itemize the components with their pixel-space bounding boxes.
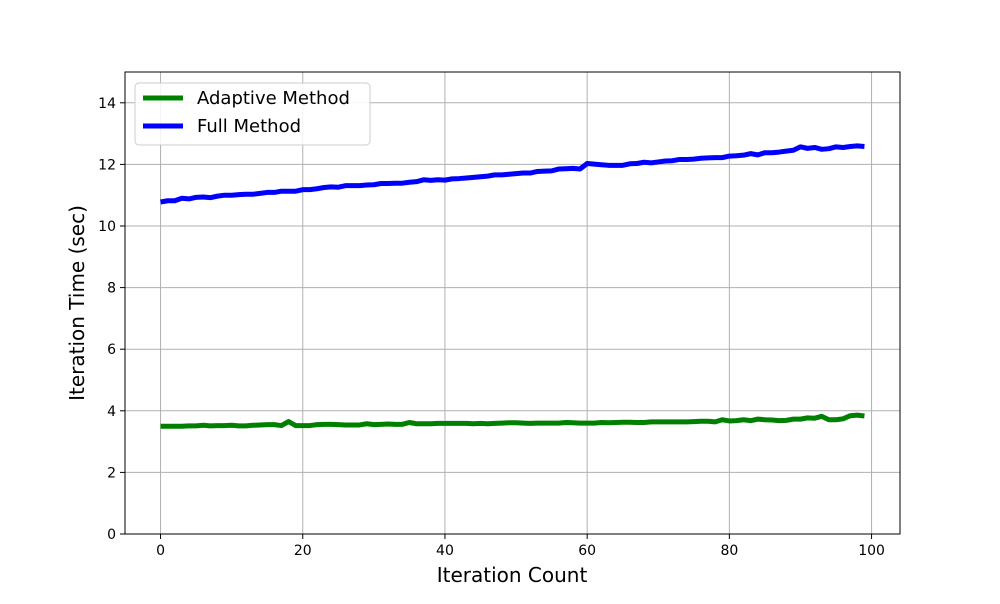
x-tick-label: 80 [720, 543, 738, 559]
legend-box [134, 82, 371, 146]
x-tick-label: 20 [294, 543, 312, 559]
y-tick-label: 10 [98, 219, 116, 235]
y-tick-label: 4 [107, 404, 116, 420]
x-tick-label: 100 [858, 543, 885, 559]
y-axis-label: Iteration Time (sec) [65, 205, 89, 401]
x-tick-label: 0 [156, 543, 165, 559]
axis-ticks: 0 20 40 60 80 100 0 2 4 6 8 10 12 14 [98, 96, 885, 559]
grid [125, 72, 900, 535]
legend-label-adaptive: Adaptive Method [197, 88, 350, 109]
y-tick-label: 14 [98, 96, 116, 112]
series-line-full-method [160, 143, 865, 205]
x-tick-label: 60 [578, 543, 596, 559]
x-axis-label: Iteration Count [437, 563, 588, 587]
x-tick-label: 40 [436, 543, 454, 559]
y-tick-label: 0 [107, 527, 116, 543]
series-lines [160, 143, 865, 429]
series-line-adaptive-method [160, 412, 865, 429]
y-tick-label: 6 [107, 342, 116, 358]
legend-label-full: Full Method [197, 116, 301, 137]
plot-frame [124, 71, 901, 535]
y-tick-label: 2 [107, 465, 116, 481]
legend: Adaptive Method Full Method [134, 82, 371, 146]
y-tick-label: 8 [107, 281, 116, 297]
y-tick-label: 12 [98, 157, 116, 173]
